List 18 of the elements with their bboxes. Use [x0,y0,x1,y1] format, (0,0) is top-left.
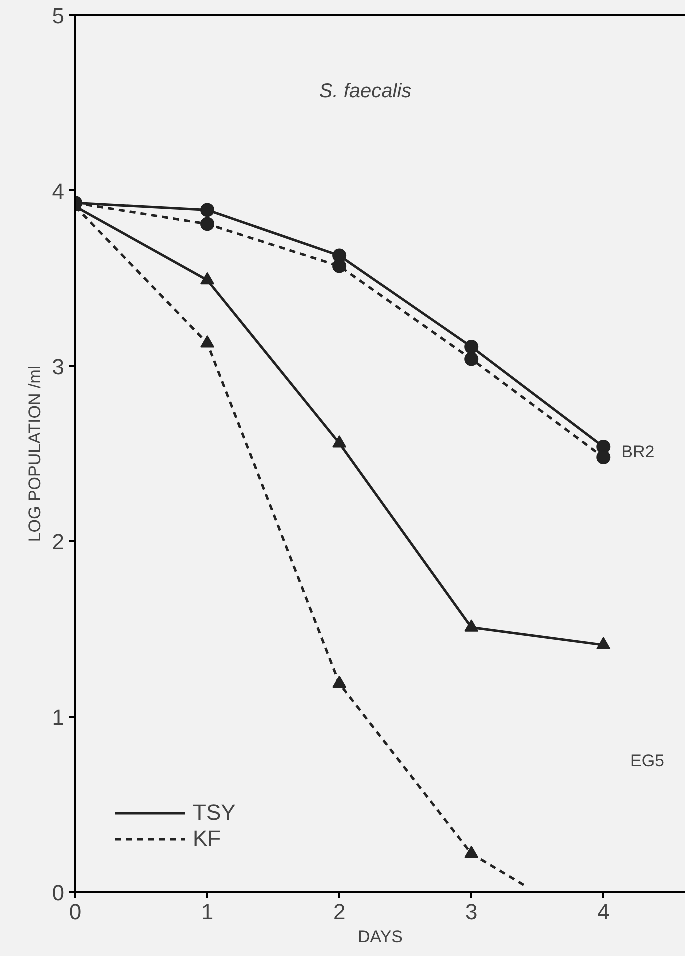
x-tick-label: 1 [201,900,214,924]
y-axis-title: LOG POPULATION /ml [25,366,44,542]
annotation: BR2 [622,442,655,462]
legend-label: TSY [193,800,236,826]
annotation: EG5 [630,752,665,770]
legend-label: KF [193,826,222,852]
y-tick-label: 5 [52,4,65,28]
y-tick-label: 2 [52,530,65,555]
y-tick-label: 0 [52,880,65,906]
text: S. faecalis [319,80,412,102]
y-tick-label: 3 [52,354,65,380]
y-tick-label: 4 [52,178,65,204]
x-axis-title: DAYS [358,928,404,946]
x-tick-label: 3 [465,900,478,924]
x-tick-label: 0 [69,900,82,924]
y-tick-label: 1 [52,705,65,730]
x-tick-label: 4 [598,900,610,924]
x-tick-label: 2 [333,900,346,924]
